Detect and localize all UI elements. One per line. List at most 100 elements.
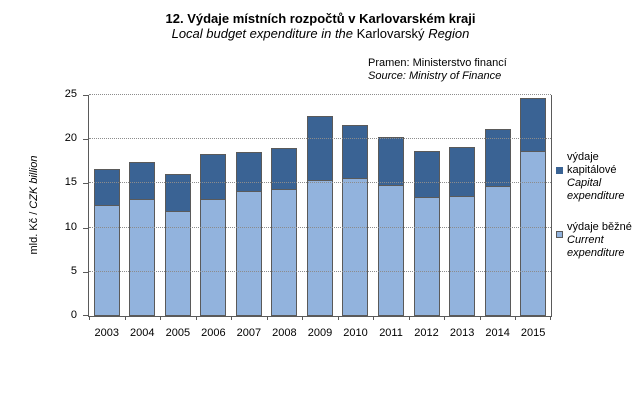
bar-segment-current-2008 (271, 190, 298, 316)
x-axis-label-2003: 2003 (94, 327, 120, 339)
bar-segment-current-2007 (235, 192, 262, 316)
bar-segment-current-2010 (342, 178, 369, 316)
bars-layer: 2003 2004 2005 2006 2007 2008 2009 2010 2011 2012… (89, 95, 551, 339)
bar-segment-current-2014 (484, 186, 511, 316)
legend-capital-czech-line2: kapitálové (567, 164, 617, 176)
bar-2008: 2008 (271, 95, 298, 339)
y-tick-20 (83, 139, 89, 141)
y-tick-label-0: 0 (70, 309, 77, 321)
bar-2015: 2015 (520, 95, 547, 339)
bar-2014: 2014 (484, 95, 511, 339)
bar-segment-capital-2013 (449, 147, 476, 197)
plot-area: 2003 2004 2005 2006 2007 2008 2009 2010 2011 2012… (65, 88, 552, 339)
x-axis-label-2009: 2009 (307, 327, 333, 339)
y-tick-label-25: 25 (64, 88, 77, 100)
bar-2007: 2007 (235, 95, 262, 339)
x-axis-label-2014: 2014 (485, 327, 510, 339)
y-axis-label-italic: CZK billion (28, 155, 40, 209)
legend-item-current: výdaje běžné Current expenditure (556, 221, 640, 260)
chart-title-czech: 12. Výdaje místních rozpočtů v Karlovars… (165, 11, 476, 26)
x-tick-11 (479, 316, 481, 320)
bar-segment-capital-2004 (129, 162, 156, 201)
x-axis-label-2005: 2005 (165, 327, 191, 339)
bar-segment-current-2009 (306, 180, 333, 316)
gridline-15 (89, 182, 551, 184)
bar-segment-capital-2012 (413, 150, 440, 199)
y-tick-label-10: 10 (64, 220, 77, 233)
x-axis-label-2007: 2007 (236, 327, 262, 339)
legend-capital-czech-line1: výdaje (567, 151, 599, 163)
bar-segment-current-2012 (413, 198, 440, 316)
gridline-10 (89, 226, 551, 228)
legend-current-english-line1: Current (567, 234, 604, 246)
y-tick-label-5: 5 (70, 264, 77, 277)
bar-2011: 2011 (378, 95, 405, 339)
bar-segment-capital-2010 (342, 125, 369, 179)
bar-segment-current-2004 (129, 200, 156, 316)
bar-2006: 2006 (200, 95, 227, 339)
chart-title-english: Local budget expenditure in the Karlovar… (0, 26, 641, 41)
gridline-5 (89, 270, 551, 272)
x-axis-label-2011: 2011 (379, 327, 403, 339)
bar-2003: 2003 (93, 95, 120, 339)
x-axis-label-2012: 2012 (414, 327, 439, 339)
y-tick-label-15: 15 (64, 176, 77, 189)
x-tick-2 (160, 316, 162, 320)
bar-segment-current-2003 (93, 206, 120, 316)
y-axis-label-regular: mld. Kč / (28, 211, 40, 255)
y-tick-25 (83, 95, 89, 96)
y-tick-10 (83, 227, 89, 229)
x-tick-0 (89, 316, 90, 320)
bar-segment-capital-2009 (306, 116, 333, 181)
legend-current-czech-line1: výdaje běžné (567, 221, 632, 233)
legend-current-english-line2: expenditure (567, 247, 625, 259)
bar-segment-capital-2008 (271, 148, 298, 191)
y-tick-15 (83, 183, 89, 185)
y-tick-label-20: 20 (64, 132, 77, 145)
x-axis-label-2015: 2015 (520, 327, 546, 339)
legend-marker-capital-icon (556, 167, 563, 174)
legend-item-capital: výdaje kapitálové Capital expenditure (556, 151, 640, 203)
bar-2004: 2004 (129, 95, 156, 339)
x-tick-9 (408, 316, 410, 320)
bar-segment-current-2015 (520, 151, 547, 316)
chart-title-english-prefix: Local budget expenditure in the (171, 26, 354, 41)
x-axis-label-2006: 2006 (201, 327, 226, 339)
legend-capital-english-line1: Capital (567, 177, 602, 189)
bar-segment-capital-2003 (93, 169, 120, 207)
bar-2012: 2012 (413, 95, 440, 339)
x-axis-label-2013: 2013 (449, 327, 475, 339)
x-tick-13 (550, 316, 551, 320)
x-axis-label-2010: 2010 (343, 327, 368, 339)
bar-segment-current-2006 (200, 200, 227, 316)
x-axis-label-2004: 2004 (130, 327, 155, 339)
x-tick-8 (373, 316, 375, 320)
x-tick-10 (444, 316, 446, 320)
x-tick-5 (266, 316, 268, 320)
chart-title: 12. Výdaje místních rozpočtů v Karlovars… (0, 11, 641, 41)
bar-segment-capital-2007 (235, 152, 262, 193)
bar-segment-current-2005 (164, 211, 191, 316)
x-tick-3 (195, 316, 197, 320)
x-tick-1 (124, 316, 126, 320)
bar-segment-current-2011 (378, 186, 405, 316)
source-note: Pramen: Ministerstvo financí Source: Min… (368, 57, 507, 83)
x-tick-7 (337, 316, 339, 320)
legend-marker-current-icon (556, 231, 563, 238)
y-tick-0 (83, 315, 89, 316)
x-axis-label-2008: 2008 (272, 327, 297, 339)
bar-segment-capital-2005 (164, 173, 191, 212)
bar-segment-capital-2011 (378, 136, 405, 187)
bar-2005: 2005 (164, 95, 191, 339)
gridline-20 (89, 138, 551, 140)
chart-title-english-region-name: Karlovarský (356, 26, 425, 41)
source-note-english: Source: Ministry of Finance (368, 70, 502, 82)
source-note-czech: Pramen: Ministerstvo financí (368, 57, 507, 69)
bar-segment-current-2013 (449, 196, 476, 316)
legend: výdaje kapitálové Capital expenditure vý… (556, 151, 640, 260)
y-axis-label: mld. Kč / CZK billion (28, 125, 42, 285)
x-tick-12 (515, 316, 517, 320)
y-tick-5 (83, 271, 89, 273)
gridline-25 (89, 94, 551, 95)
